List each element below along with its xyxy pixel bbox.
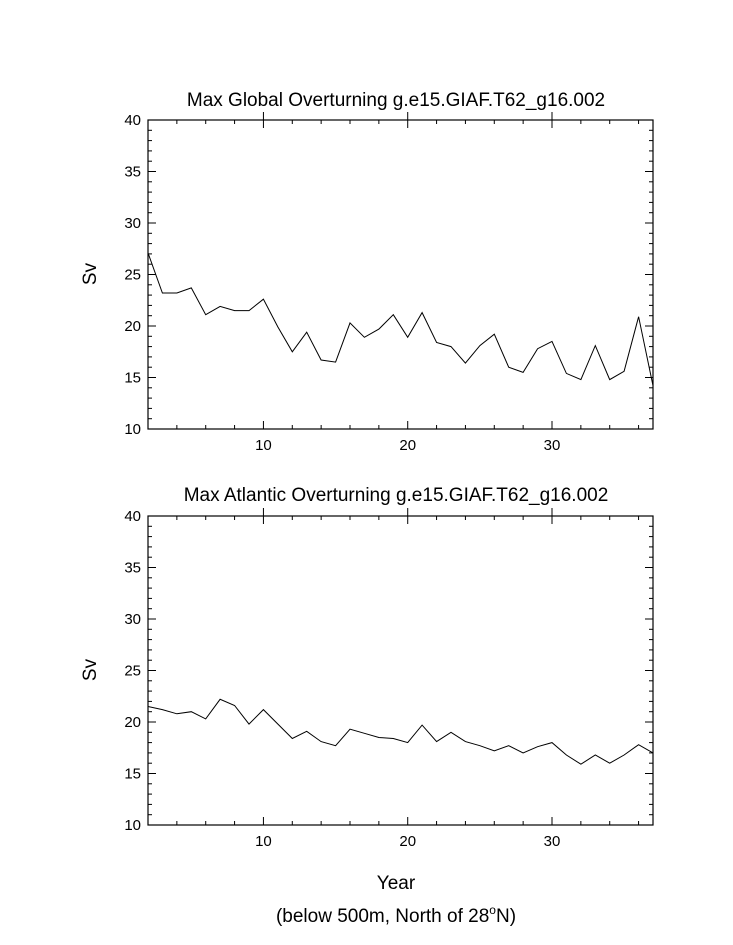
x-tick-label: 20 [399,833,416,850]
y-tick-label: 25 [124,663,141,680]
atlantic-plot-frame [147,515,654,826]
y-tick-label: 35 [124,560,141,577]
y-tick-label: 30 [124,611,141,628]
y-tick-label: 20 [124,318,141,335]
series-line [147,252,654,386]
series-line [147,698,654,765]
footnote-degree: o [489,903,496,917]
y-tick-label: 25 [124,267,141,284]
y-tick-label: 15 [124,766,141,783]
footnote-prefix: (below 500m, North of 28 [276,906,489,927]
x-tick-label: 30 [544,437,561,454]
atlantic-tick-labels: 10 15 20 25 30 35 40 10 20 30 [124,508,560,850]
footnote: (below 500m, North of 28oN) [276,903,516,927]
y-tick-label: 35 [124,164,141,181]
global-tick-labels: 10 15 20 25 30 35 40 10 20 30 [124,112,560,454]
global-chart-title: Max Global Overturning g.e15.GIAF.T62_g1… [187,90,605,111]
x-tick-label: 20 [399,437,416,454]
y-tick-label: 40 [124,508,141,525]
x-tick-label: 10 [255,437,272,454]
atlantic-y-axis-label: Sv [80,658,101,681]
y-tick-label: 10 [124,817,141,834]
global-series [147,252,654,386]
y-tick-label: 30 [124,215,141,232]
atlantic-overturning-panel: Max Atlantic Overturning g.e15.GIAF.T62_… [80,485,654,894]
x-axis-label: Year [377,873,416,894]
global-ticks [147,112,653,430]
atlantic-ticks [147,508,653,826]
y-tick-label: 10 [124,421,141,438]
atlantic-chart-title: Max Atlantic Overturning g.e15.GIAF.T62_… [184,485,609,506]
x-tick-label: 30 [544,833,561,850]
y-tick-label: 15 [124,370,141,387]
atlantic-series [147,698,654,765]
global-plot-frame [147,119,654,430]
y-tick-label: 20 [124,714,141,731]
global-overturning-panel: Max Global Overturning g.e15.GIAF.T62_g1… [80,90,654,454]
global-y-axis-label: Sv [80,262,101,285]
y-tick-label: 40 [124,112,141,129]
x-tick-label: 10 [255,833,272,850]
footnote-suffix: N) [496,906,516,927]
